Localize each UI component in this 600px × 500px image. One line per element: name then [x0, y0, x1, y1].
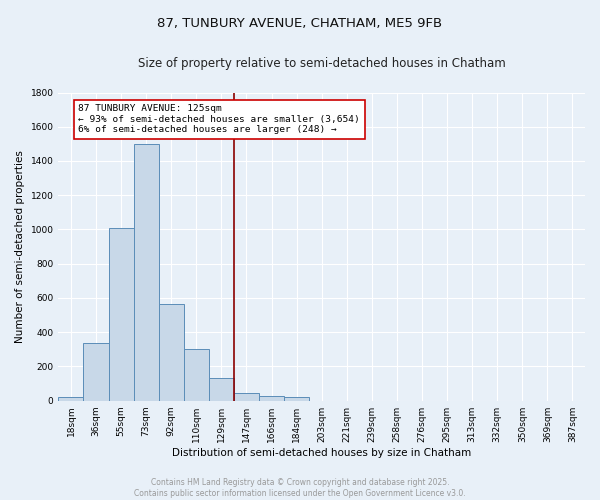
Bar — [184, 350, 209, 401]
Text: 87 TUNBURY AVENUE: 125sqm
← 93% of semi-detached houses are smaller (3,654)
6% o: 87 TUNBURY AVENUE: 125sqm ← 93% of semi-… — [79, 104, 360, 134]
X-axis label: Distribution of semi-detached houses by size in Chatham: Distribution of semi-detached houses by … — [172, 448, 472, 458]
Bar — [58, 398, 83, 400]
Bar — [83, 344, 109, 400]
Bar — [209, 378, 234, 400]
Bar — [284, 398, 309, 400]
Title: Size of property relative to semi-detached houses in Chatham: Size of property relative to semi-detach… — [138, 58, 506, 70]
Text: 87, TUNBURY AVENUE, CHATHAM, ME5 9FB: 87, TUNBURY AVENUE, CHATHAM, ME5 9FB — [157, 18, 443, 30]
Bar — [234, 393, 259, 400]
Bar — [259, 396, 284, 400]
Text: Contains HM Land Registry data © Crown copyright and database right 2025.
Contai: Contains HM Land Registry data © Crown c… — [134, 478, 466, 498]
Y-axis label: Number of semi-detached properties: Number of semi-detached properties — [15, 150, 25, 343]
Bar — [159, 304, 184, 400]
Bar — [134, 144, 159, 401]
Bar — [109, 228, 134, 400]
